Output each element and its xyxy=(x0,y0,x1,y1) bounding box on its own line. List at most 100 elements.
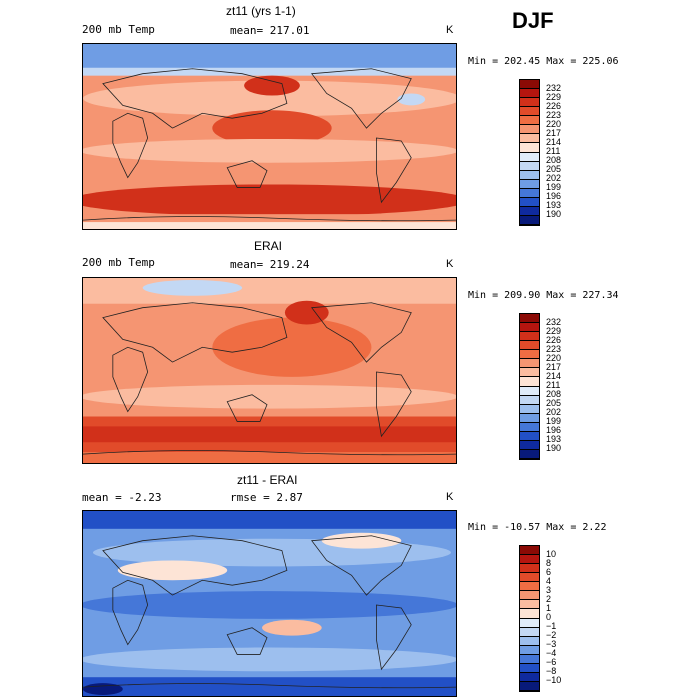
colorbar-tick-label: 226 xyxy=(546,100,562,111)
africa-coast xyxy=(112,579,149,646)
arctic-band-light xyxy=(83,67,456,76)
colorbar-segment xyxy=(520,188,539,198)
colorbar-segment xyxy=(520,627,539,637)
colorbar-tick-label: 208 xyxy=(546,389,562,400)
colorbar-segment xyxy=(520,440,539,450)
eurasia-coast xyxy=(102,302,288,363)
colorbar-segment xyxy=(520,107,539,117)
colorbar-segment xyxy=(520,341,539,351)
colorbar-segment xyxy=(520,546,539,556)
colorbar-tick-label: 199 xyxy=(546,416,562,427)
colorbar-tick-label: 217 xyxy=(546,361,562,372)
north-america-coast xyxy=(311,535,412,596)
colorbar-segment xyxy=(520,332,539,342)
positive-patch xyxy=(321,532,402,549)
panel-units: K xyxy=(446,258,454,270)
colorbar-segment xyxy=(520,152,539,162)
panel-units: K xyxy=(446,24,454,36)
colorbar-tick-label: 226 xyxy=(546,334,562,345)
colorbar-segment xyxy=(520,98,539,108)
panel-left-label: 200 mb Temp xyxy=(82,256,155,269)
colorbar xyxy=(519,313,540,460)
antarctica-coast xyxy=(83,683,456,689)
minmax-label: Min = 209.90 Max = 227.34 xyxy=(468,290,619,301)
sh-light-belt xyxy=(83,647,456,672)
panel-units: K xyxy=(446,491,454,503)
eurasia-coast xyxy=(102,535,288,596)
colorbar-tick-label: 196 xyxy=(546,191,562,202)
colorbar-segment xyxy=(520,377,539,387)
colorbar-segment xyxy=(520,215,539,225)
colorbar-segment xyxy=(520,672,539,682)
colorbar-segment xyxy=(520,80,539,90)
australia-coast xyxy=(226,627,268,655)
panel-title: zt11 - ERAI xyxy=(237,473,298,487)
colorbar-segment xyxy=(520,395,539,405)
colorbar-tick-label: 205 xyxy=(546,398,562,409)
panel-left-label: mean = -2.23 xyxy=(82,491,162,504)
colorbar-tick-label: 10 xyxy=(546,548,557,559)
colorbar-tick-label: 223 xyxy=(546,109,562,120)
colorbar-tick-label: 193 xyxy=(546,434,562,445)
colorbar-tick-label: 202 xyxy=(546,407,562,418)
colorbar-segment xyxy=(520,161,539,171)
colorbar-tick-label: 223 xyxy=(546,343,562,354)
colorbar-segment xyxy=(520,663,539,673)
colorbar-tick-label: 193 xyxy=(546,200,562,211)
colorbar xyxy=(519,545,540,692)
colorbar-tick-label: 8 xyxy=(546,557,552,568)
colorbar-tick-label: 232 xyxy=(546,82,562,93)
cold-spot xyxy=(397,93,426,106)
colorbar-tick-label: 190 xyxy=(546,209,562,220)
colorbar-segment xyxy=(520,564,539,574)
colorbar-segment xyxy=(520,645,539,655)
south-america-coast xyxy=(376,371,412,438)
colorbar-tick-label: 211 xyxy=(546,146,561,156)
colorbar-segment xyxy=(520,413,539,423)
panel-center-label: mean= 219.24 xyxy=(230,258,310,271)
positive-patch xyxy=(117,560,228,581)
north-america-coast xyxy=(311,68,412,129)
colorbar-tick-label: 220 xyxy=(546,352,562,363)
antarctica-coast xyxy=(83,216,456,222)
colorbar-segment xyxy=(520,582,539,592)
colorbar-tick-label: 229 xyxy=(546,325,562,336)
antarctic-band xyxy=(83,677,456,696)
colorbar-tick-label: 2 xyxy=(546,593,552,604)
panel-title: zt11 (yrs 1-1) xyxy=(226,4,296,18)
colorbar-segment xyxy=(520,143,539,153)
colorbar-segment xyxy=(520,206,539,216)
colorbar-tick-label: 190 xyxy=(546,443,562,454)
colorbar-segment xyxy=(520,618,539,628)
south-america-coast xyxy=(376,604,412,671)
nh-warm-core xyxy=(212,317,372,377)
coastlines xyxy=(83,535,456,689)
map-obs xyxy=(82,277,457,464)
map-model xyxy=(82,43,457,230)
nh-warm-belt xyxy=(83,80,456,117)
colorbar-segment xyxy=(520,89,539,99)
colorbar-segment xyxy=(520,555,539,565)
colorbar-tick-label: 208 xyxy=(546,155,562,166)
colorbar-tick-label: 6 xyxy=(546,566,552,577)
colorbar-tick-label: 4 xyxy=(546,575,552,586)
coastlines xyxy=(83,68,456,222)
colorbar-segment xyxy=(520,600,539,610)
sh-warm-belt xyxy=(83,184,456,217)
colorbar-tick-label: 0 xyxy=(546,612,552,622)
arctic-band xyxy=(83,511,456,529)
antarctic-edge xyxy=(83,222,456,229)
colorbar-tick-label: −4 xyxy=(546,648,557,659)
colorbar-segment xyxy=(520,314,539,324)
tropical-light-band xyxy=(83,138,456,163)
panel-center-label: rmse = 2.87 xyxy=(230,491,303,504)
australia-coast xyxy=(226,394,268,422)
nh-warm-core xyxy=(212,110,332,146)
colorbar-segment xyxy=(520,591,539,601)
colorbar-tick-label: 205 xyxy=(546,164,562,175)
colorbar-tick-label: 214 xyxy=(546,136,562,147)
eurasia-coast xyxy=(102,68,288,129)
colorbar-segment xyxy=(520,170,539,180)
africa-coast xyxy=(112,346,149,413)
north-america-coast xyxy=(311,302,412,363)
